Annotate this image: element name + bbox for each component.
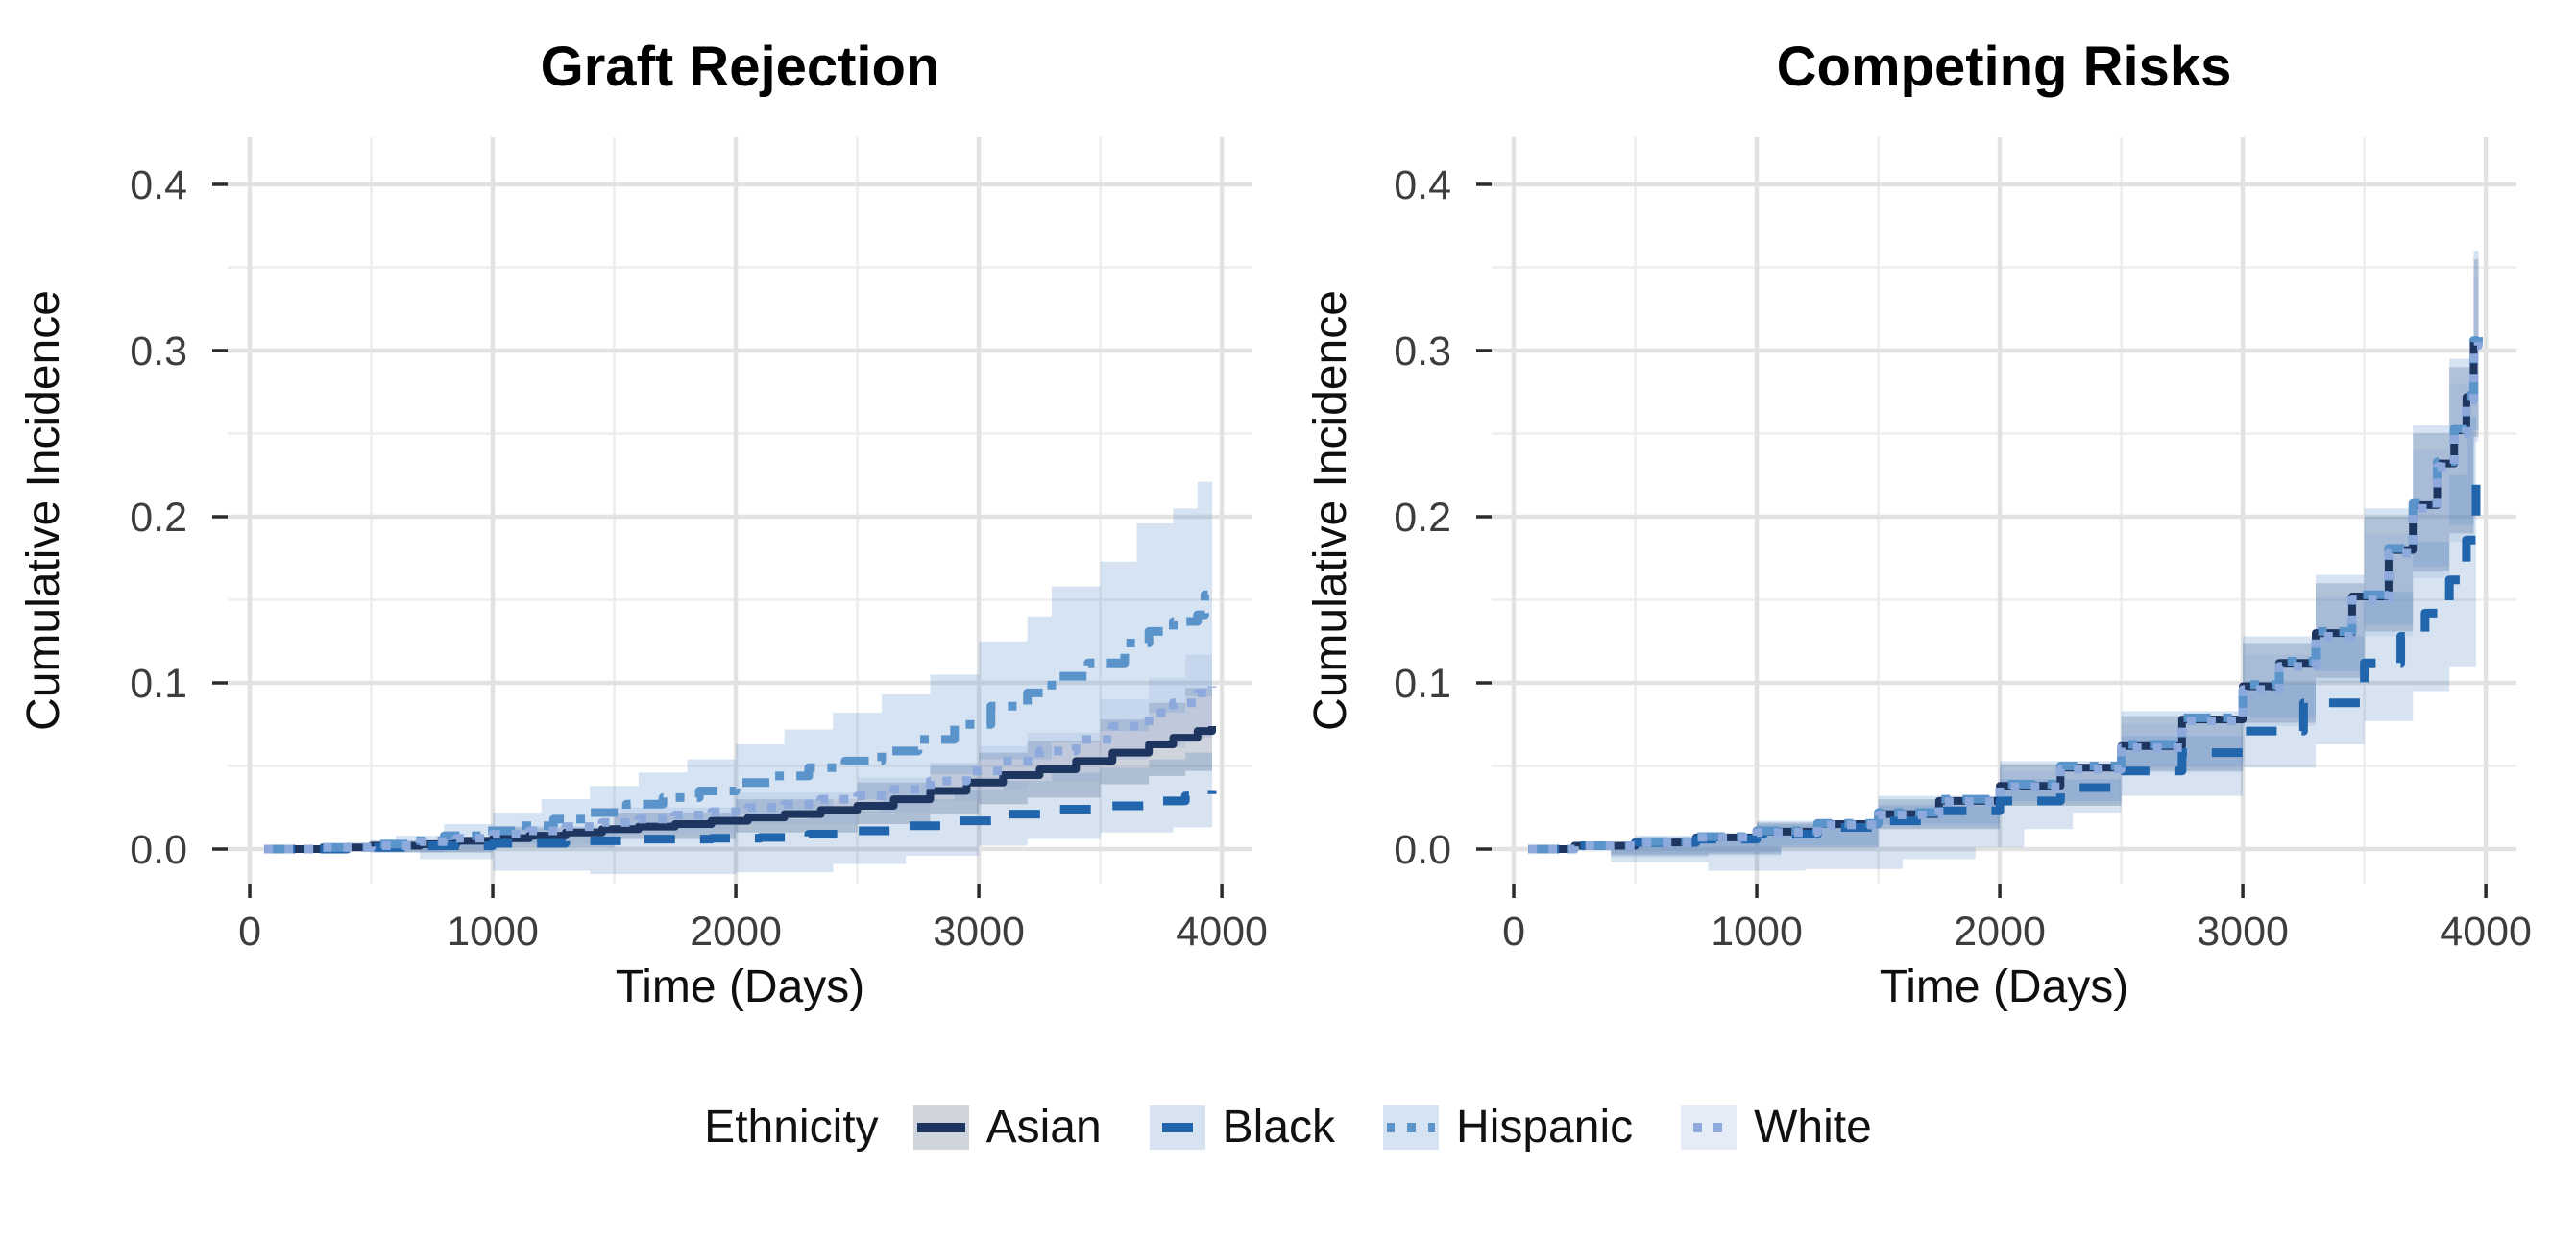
x-tick-label: 1000 <box>447 909 539 955</box>
legend-key-asian <box>912 1105 969 1150</box>
legend-item-white: White <box>1681 1101 1872 1154</box>
panel-title-graft-rejection: Graft Rejection <box>540 36 940 98</box>
x-tick-label: 1000 <box>1711 909 1803 955</box>
y-axis-title-right: Cumulative Incidence <box>1305 290 1356 731</box>
legend-label-asian: Asian <box>985 1102 1102 1153</box>
x-axis-title-left: Time (Days) <box>615 961 865 1012</box>
x-tick-label: 4000 <box>1176 909 1268 955</box>
legend-label-hispanic: Hispanic <box>1456 1102 1634 1153</box>
y-tick-label: 0.3 <box>130 328 187 375</box>
x-tick-label: 3000 <box>2197 909 2289 955</box>
y-tick-label: 0.0 <box>1394 827 1451 873</box>
legend-label-black: Black <box>1222 1102 1336 1153</box>
ribbon-hispanic <box>264 479 1212 853</box>
y-tick-label: 0.4 <box>1394 162 1451 208</box>
panel-competing_risks: 0 1000 2000 3000 4000 0.0 0.1 0.2 0.3 0.4 <box>1394 137 2532 955</box>
legend-item-asian: Asian <box>912 1101 1102 1154</box>
y-tick-label: 0.1 <box>130 661 187 707</box>
y-tick-label: 0.1 <box>1394 661 1451 707</box>
y-tick-label: 0.3 <box>1394 328 1451 375</box>
y-tick-label: 0.4 <box>130 162 187 208</box>
legend: Ethnicity Asian Black Hispanic White <box>0 1101 2576 1154</box>
line-black <box>1528 483 2481 854</box>
x-tick-label: 2000 <box>690 909 782 955</box>
x-tick-label: 0 <box>238 909 261 955</box>
y-axis-title-left: Cumulative Incidence <box>18 290 69 731</box>
panel-graft_rejection: 0 1000 2000 3000 4000 0.0 0.1 0.2 0.3 0.4 <box>130 137 1268 955</box>
legend-key-black <box>1149 1105 1205 1150</box>
ribbon-hispanic <box>1528 251 2479 855</box>
legend-key-white <box>1681 1105 1738 1150</box>
line-white <box>1528 341 2484 854</box>
legend-key-hispanic <box>1383 1105 1440 1150</box>
y-tick-label: 0.0 <box>130 827 187 873</box>
ribbon-asian <box>264 674 1212 853</box>
x-tick-label: 4000 <box>2440 909 2532 955</box>
y-tick-label: 0.2 <box>1394 495 1451 541</box>
x-axis-title-right: Time (Days) <box>1879 961 2129 1012</box>
line-hispanic <box>264 590 1217 854</box>
legend-item-black: Black <box>1149 1101 1336 1154</box>
line-black <box>264 790 1217 854</box>
x-tick-label: 2000 <box>1954 909 2046 955</box>
ribbon-black <box>1528 333 2476 871</box>
panel-title-competing-risks: Competing Risks <box>1776 36 2232 98</box>
ribbon-white <box>264 627 1212 853</box>
line-white <box>264 686 1217 854</box>
legend-label-white: White <box>1754 1102 1872 1153</box>
x-tick-label: 3000 <box>933 909 1025 955</box>
x-tick-label: 0 <box>1502 909 1525 955</box>
y-tick-label: 0.2 <box>130 495 187 541</box>
legend-title: Ethnicity <box>704 1102 879 1153</box>
legend-item-hispanic: Hispanic <box>1383 1101 1633 1154</box>
